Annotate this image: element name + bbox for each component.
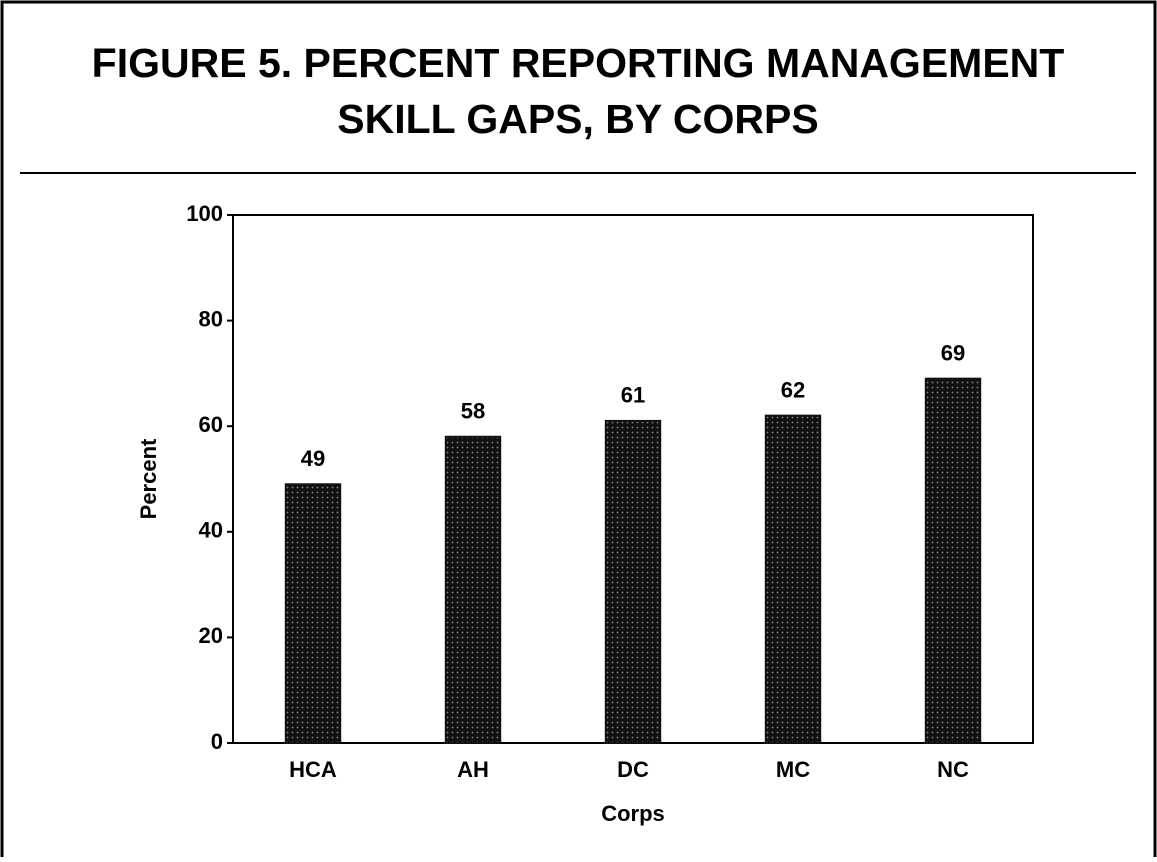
chart-title: SKILL GAPS, BY CORPS bbox=[337, 96, 818, 142]
x-tick-label: HCA bbox=[289, 757, 337, 782]
x-tick-label: AH bbox=[457, 757, 489, 782]
value-label: 49 bbox=[301, 446, 325, 471]
y-tick-label: 0 bbox=[211, 729, 223, 754]
bar bbox=[924, 377, 982, 744]
y-tick-label: 40 bbox=[199, 518, 223, 543]
y-tick-label: 60 bbox=[199, 412, 223, 437]
x-axis-label: Corps bbox=[601, 801, 665, 826]
y-tick-label: 100 bbox=[186, 201, 223, 226]
x-tick-label: NC bbox=[937, 757, 969, 782]
value-label: 69 bbox=[941, 340, 965, 365]
y-tick-label: 80 bbox=[199, 306, 223, 331]
bar bbox=[604, 419, 662, 744]
chart-title: FIGURE 5. PERCENT REPORTING MANAGEMENT bbox=[92, 40, 1065, 86]
bar bbox=[444, 435, 502, 744]
value-label: 61 bbox=[621, 383, 645, 408]
x-tick-label: DC bbox=[617, 757, 649, 782]
y-tick-label: 20 bbox=[199, 623, 223, 648]
value-label: 62 bbox=[781, 377, 805, 402]
bar bbox=[764, 414, 822, 744]
bar bbox=[284, 483, 342, 744]
value-label: 58 bbox=[461, 399, 485, 424]
y-axis-label: Percent bbox=[136, 438, 161, 519]
x-tick-label: MC bbox=[776, 757, 810, 782]
